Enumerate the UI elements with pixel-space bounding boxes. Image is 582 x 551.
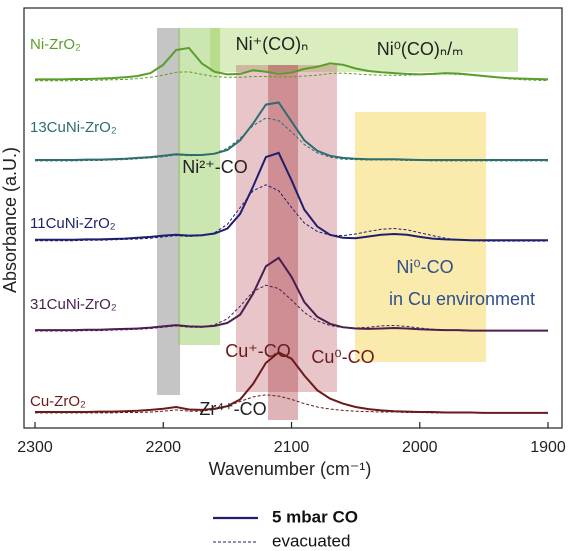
plot-frame <box>23 7 563 429</box>
legend-label: 5 mbar CO <box>272 507 358 526</box>
band <box>156 28 181 395</box>
x-tick-label: 1900 <box>530 439 566 456</box>
co-line <box>35 101 548 161</box>
evacuated-line <box>35 71 549 82</box>
co-line <box>35 46 549 81</box>
band-label: Cu⁰-CO <box>311 347 374 367</box>
x-tick-label: 2100 <box>274 439 310 456</box>
band-label: Ni⁰(CO)ₙ/ₘ <box>377 39 464 59</box>
co-line <box>35 351 548 414</box>
y-axis-title: Absorbance (a.U.) <box>0 147 20 293</box>
sample-label: 11CuNi-ZrO₂ <box>30 215 116 232</box>
co-line <box>35 256 548 332</box>
x-tick-label: 2200 <box>145 439 181 456</box>
band <box>268 65 299 420</box>
band-label: Ni⁰-CO <box>396 257 453 277</box>
band-label: Cu⁺-CO <box>225 341 291 361</box>
sample-label: 31CuNi-ZrO₂ <box>30 296 117 313</box>
band <box>178 28 221 345</box>
band-label: Zr⁴⁺-CO <box>199 399 266 419</box>
x-tick-label: 2300 <box>17 439 53 456</box>
co-line <box>35 151 548 242</box>
x-tick-label: 2000 <box>402 439 438 456</box>
band-label: Ni²⁺-CO <box>182 157 248 177</box>
band-label: Ni⁺(CO)ₙ <box>236 34 309 54</box>
band-label: in Cu environment <box>389 289 535 309</box>
band <box>210 28 519 72</box>
x-axis-title: Wavenumber (cm⁻¹) <box>209 459 372 479</box>
sample-label: Ni-ZrO₂ <box>30 36 81 53</box>
sample-label: Cu-ZrO₂ <box>30 393 86 410</box>
sample-label: 13CuNi-ZrO₂ <box>30 119 117 136</box>
legend-label: evacuated <box>272 531 350 550</box>
